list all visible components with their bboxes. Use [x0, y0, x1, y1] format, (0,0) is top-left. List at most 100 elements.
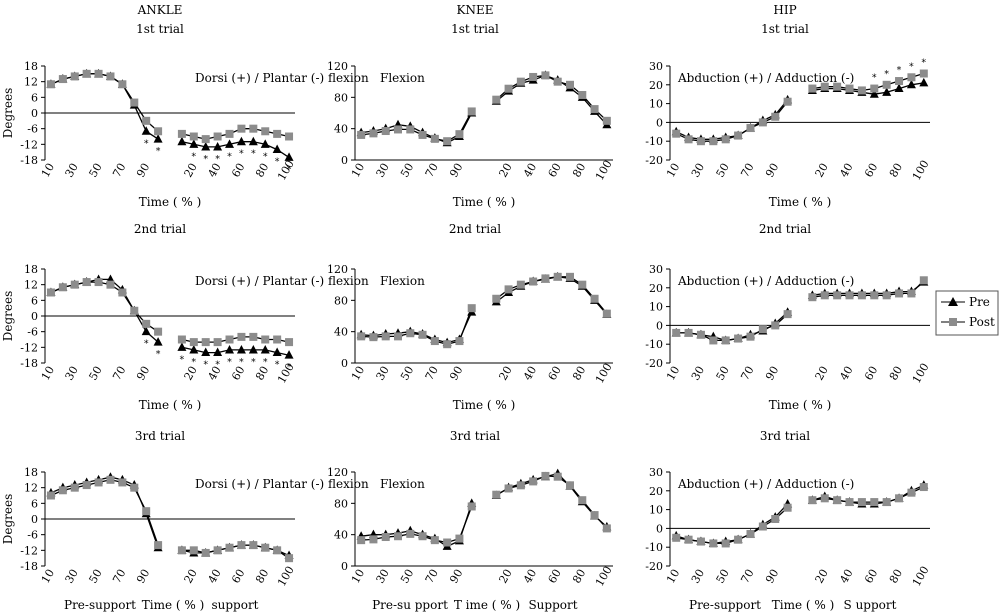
x-tick-label: 70 — [738, 364, 756, 383]
post-marker — [94, 69, 103, 78]
post-marker — [82, 278, 91, 287]
series-line-post-presupport — [676, 313, 789, 342]
significance-star: * — [287, 363, 292, 373]
post-marker — [58, 486, 67, 495]
x-tick-label: 30 — [63, 161, 81, 180]
significance-star: * — [215, 361, 220, 371]
post-marker — [882, 80, 891, 89]
significance-star: * — [227, 358, 232, 368]
x-tick-label: 80 — [570, 364, 588, 383]
post-marker — [225, 129, 234, 138]
y-tick-label: 0 — [341, 154, 348, 167]
post-marker — [808, 84, 817, 93]
post-marker — [225, 543, 234, 552]
post-marker — [857, 498, 866, 507]
post-marker — [406, 329, 415, 338]
series-line-pre-presupport — [675, 99, 789, 140]
series-line-post-presupport — [676, 507, 789, 545]
presupport-label: Pre-support — [689, 598, 761, 612]
post-marker — [213, 338, 222, 347]
post-marker — [771, 515, 780, 523]
post-marker — [709, 336, 718, 345]
post-marker — [46, 80, 55, 89]
pre-marker — [236, 136, 246, 146]
x-tick-label: 70 — [423, 161, 441, 180]
series-line-pre-presupport — [361, 112, 473, 144]
series-line-post-support — [181, 128, 290, 140]
x-tick-label: 50 — [398, 364, 416, 383]
y-tick-label: 10 — [649, 504, 663, 517]
x-tick-label: 60 — [862, 567, 880, 586]
x-tick-label: 100 — [593, 361, 615, 386]
post-marker — [672, 129, 681, 138]
panel-annotation: Dorsi (+) / Plantar (-) flexion — [195, 71, 369, 85]
pre-marker — [189, 344, 199, 354]
post-marker — [237, 541, 246, 550]
pre-marker — [213, 347, 223, 357]
panel-annotation: Dorsi (+) / Plantar (-) flexion — [195, 274, 369, 288]
y-tick-label: 6 — [31, 91, 38, 104]
series-line-post-presupport — [50, 281, 159, 333]
post-marker — [895, 77, 904, 86]
post-marker — [602, 309, 611, 318]
x-tick-label: 80 — [570, 567, 588, 586]
y-tick-label: -12 — [20, 544, 38, 557]
post-marker — [734, 334, 743, 343]
trial-title: 2nd trial — [449, 222, 501, 236]
series-line-post-support — [812, 72, 924, 92]
post-marker — [82, 481, 91, 490]
x-tick-label: 30 — [689, 567, 707, 586]
post-marker — [578, 496, 587, 505]
significance-star: * — [192, 152, 197, 162]
post-marker — [261, 335, 270, 344]
post-marker — [285, 132, 294, 141]
pre-marker — [153, 337, 163, 346]
x-tick-label: 100 — [910, 158, 932, 183]
x-tick-label: 10 — [39, 567, 57, 586]
y-tick-label: -20 — [645, 560, 663, 573]
x-tick-label: 100 — [593, 564, 615, 589]
pre-marker — [141, 326, 151, 336]
post-marker — [142, 507, 151, 516]
post-marker — [566, 80, 574, 89]
post-marker — [225, 335, 234, 344]
post-marker — [919, 69, 928, 78]
x-tick-label: 60 — [229, 161, 247, 180]
x-axis-label: Time ( % ) — [772, 598, 835, 612]
significance-star: * — [192, 358, 197, 368]
post-marker — [177, 129, 186, 138]
pre-marker — [189, 139, 199, 148]
y-tick-label: 10 — [649, 301, 663, 314]
series-line-post-presupport — [361, 111, 473, 142]
post-marker — [684, 328, 693, 337]
post-marker — [369, 129, 378, 138]
post-marker — [106, 72, 115, 81]
x-tick-label: 70 — [423, 364, 441, 383]
series-line-pre-support — [181, 141, 290, 158]
series-line-post-presupport — [361, 506, 473, 544]
x-tick-label: 40 — [521, 567, 539, 586]
y-tick-label: 0 — [341, 560, 348, 573]
x-tick-label: 50 — [86, 161, 104, 180]
significance-star: * — [203, 155, 208, 165]
significance-star: * — [251, 150, 256, 160]
x-tick-label: 90 — [447, 161, 465, 180]
y-tick-label: 6 — [31, 497, 38, 510]
post-marker — [684, 535, 693, 544]
post-marker — [602, 116, 611, 125]
post-marker — [189, 338, 198, 347]
y-tick-label: -10 — [645, 541, 663, 554]
post-marker — [249, 332, 258, 341]
series-line-post-support — [495, 276, 608, 315]
series-line-pre-support — [812, 82, 924, 95]
pre-marker — [177, 342, 187, 351]
x-tick-label: 60 — [229, 364, 247, 383]
significance-star: * — [251, 358, 256, 368]
post-marker — [504, 285, 513, 294]
x-tick-label: 20 — [496, 161, 514, 180]
post-marker — [369, 333, 378, 342]
pre-marker — [201, 347, 211, 357]
x-tick-label: 100 — [910, 361, 932, 386]
series-line-pre-presupport — [50, 73, 159, 140]
